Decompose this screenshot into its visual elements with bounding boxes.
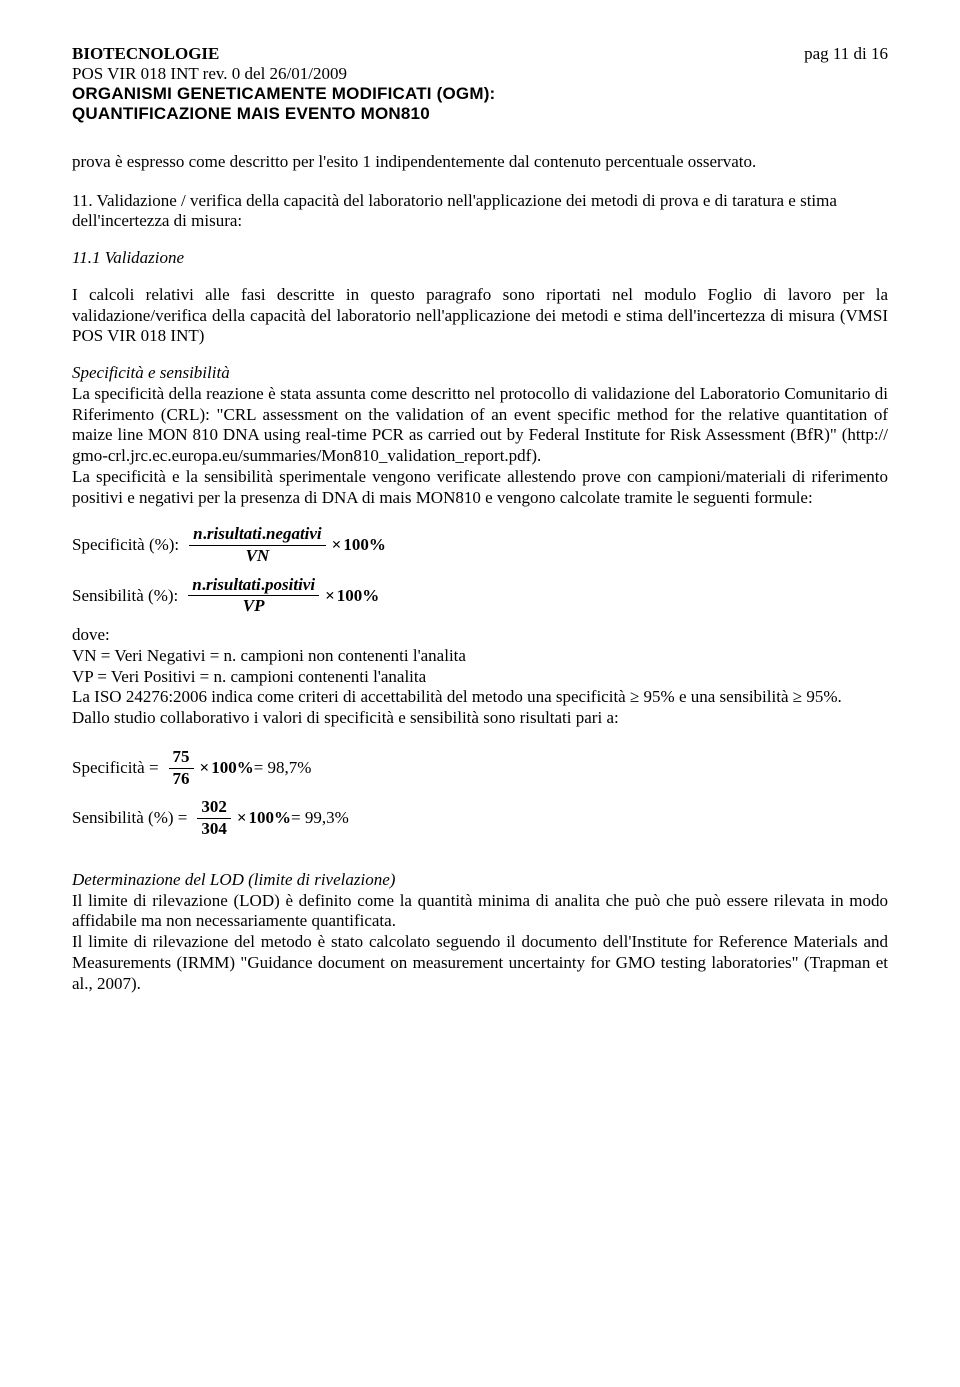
collab-line: Dallo studio collaborativo i valori di s…	[72, 708, 888, 729]
header-biotec: BIOTECNOLOGIE	[72, 44, 784, 64]
sens-label: Sensibilità (%):	[72, 586, 178, 607]
risultati-text: risultati	[207, 524, 262, 543]
header-ogm2: QUANTIFICAZIONE MAIS EVENTO MON810	[72, 104, 784, 124]
mult-sign2: ×	[325, 586, 335, 607]
percent-text3: %	[237, 758, 254, 779]
hundred-text3: 100	[211, 758, 237, 779]
spec-denominator: VN	[189, 546, 326, 567]
percent-text2: %	[362, 586, 379, 607]
spec-res-num: 75	[169, 747, 194, 769]
intro-paragraph: prova è espresso come descritto per l'es…	[72, 152, 888, 173]
spec-result: = 98,7%	[254, 758, 312, 779]
dove-block: dove: VN = Veri Negativi = n. campioni n…	[72, 625, 888, 729]
sens-res-num: 302	[197, 797, 231, 819]
negativi-text: negativi	[266, 524, 322, 543]
n-text2: n	[192, 575, 201, 594]
n-text: n	[193, 524, 202, 543]
iso-line: La ISO 24276:2006 indica come criteri di…	[72, 687, 888, 708]
header-ogm1: ORGANISMI GENETICAMENTE MODIFICATI (OGM)…	[72, 84, 784, 104]
percent-text: %	[369, 535, 386, 556]
vn-line: VN = Veri Negativi = n. campioni non con…	[72, 646, 888, 667]
header: BIOTECNOLOGIE POS VIR 018 INT rev. 0 del…	[72, 44, 888, 124]
hundred-text4: 100	[249, 808, 275, 829]
lod-p1: Il limite di rilevazione (LOD) è definit…	[72, 891, 888, 932]
spec-res-den: 76	[169, 769, 194, 790]
percent-text4: %	[274, 808, 291, 829]
risultati-text2: risultati	[206, 575, 261, 594]
results-block: Specificità = 75 76 ×100% = 98,7% Sensib…	[72, 747, 888, 840]
section-11-title: 11. Validazione / verifica della capacit…	[72, 191, 888, 232]
sens-res-den: 304	[197, 819, 231, 840]
positivi-text: positivi	[265, 575, 315, 594]
body: prova è espresso come descritto per l'es…	[72, 152, 888, 994]
spec-sens-p1: La specificità della reazione è stata as…	[72, 384, 888, 467]
spec-sens-title: Specificità e sensibilità	[72, 363, 888, 384]
lod-title: Determinazione del LOD (limite di rivela…	[72, 870, 888, 891]
spec-fraction: n.risultati.negativi VN	[189, 524, 326, 566]
vp-line: VP = Veri Positivi = n. campioni contene…	[72, 667, 888, 688]
spec-eq-label: Specificità =	[72, 758, 159, 779]
spec-res-frac: 75 76	[169, 747, 194, 789]
page-number: pag 11 di 16	[784, 44, 888, 64]
spec-label: Specificità (%):	[72, 535, 179, 556]
sens-eq-label: Sensibilità (%) =	[72, 808, 187, 829]
sens-result-line: Sensibilità (%) = 302 304 ×100% = 99,3%	[72, 797, 888, 839]
page: BIOTECNOLOGIE POS VIR 018 INT rev. 0 del…	[0, 0, 960, 1038]
mult-sign3: ×	[200, 758, 210, 779]
hundred-text: 100	[343, 535, 369, 556]
sens-numerator: n.risultati.positivi	[188, 575, 319, 597]
para-calcoli: I calcoli relativi alle fasi descritte i…	[72, 285, 888, 347]
sens-res-frac: 302 304	[197, 797, 231, 839]
formula-spec-line: Specificità (%): n.risultati.negativi VN…	[72, 524, 888, 566]
formula-sens-line: Sensibilità (%): n.risultati.positivi VP…	[72, 575, 888, 617]
spec-result-line: Specificità = 75 76 ×100% = 98,7%	[72, 747, 888, 789]
section-11-1-sub: 11.1 Validazione	[72, 248, 888, 269]
mult-sign: ×	[332, 535, 342, 556]
spec-numerator: n.risultati.negativi	[189, 524, 326, 546]
spec-sens-p2: La specificità e la sensibilità sperimen…	[72, 467, 888, 508]
hundred-text2: 100	[337, 586, 363, 607]
sens-denominator: VP	[188, 596, 319, 617]
dove-label: dove:	[72, 625, 888, 646]
formula-specificita: Specificità (%): n.risultati.negativi VN…	[72, 524, 888, 617]
header-pos: POS VIR 018 INT rev. 0 del 26/01/2009	[72, 64, 784, 84]
mult-sign4: ×	[237, 808, 247, 829]
sens-fraction: n.risultati.positivi VP	[188, 575, 319, 617]
sens-result: = 99,3%	[291, 808, 349, 829]
header-left: BIOTECNOLOGIE POS VIR 018 INT rev. 0 del…	[72, 44, 784, 124]
lod-p2: Il limite di rilevazione del metodo è st…	[72, 932, 888, 994]
